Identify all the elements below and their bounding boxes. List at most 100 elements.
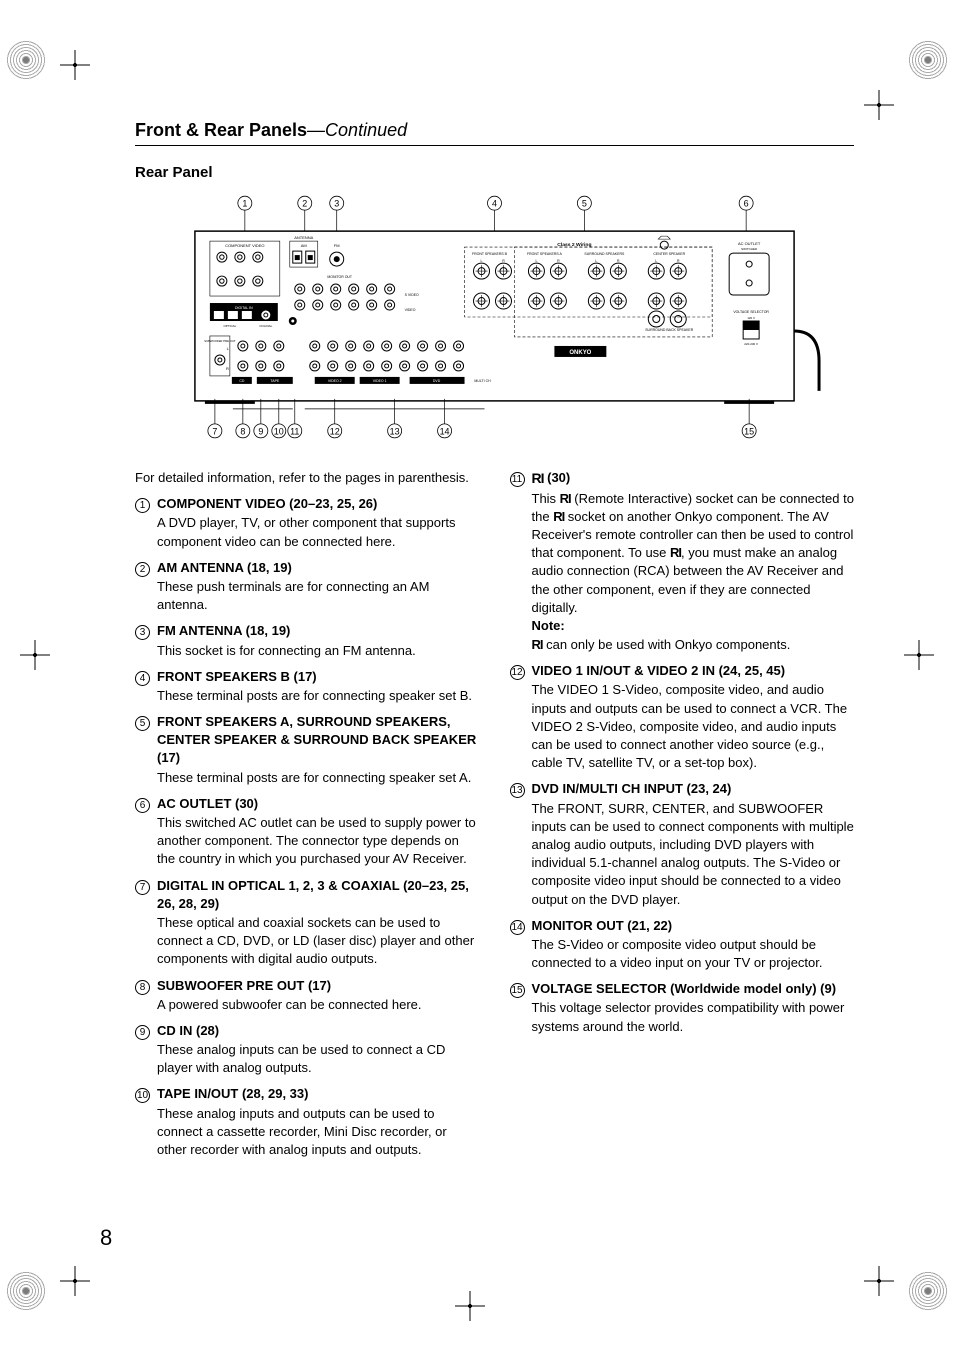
svg-text:2: 2 bbox=[302, 199, 307, 209]
svg-text:TAPE: TAPE bbox=[270, 379, 280, 383]
ri-icon: RI bbox=[532, 636, 543, 654]
ri-icon: RI bbox=[553, 508, 564, 526]
content-columns: For detailed information, refer to the p… bbox=[135, 469, 854, 1167]
item-heading: TAPE IN/OUT (28, 29, 33) bbox=[157, 1085, 480, 1103]
item-body: AM ANTENNA (18, 19)These push terminals … bbox=[157, 559, 480, 615]
panel-item: 11RI (30)This RI (Remote Interactive) so… bbox=[510, 469, 855, 654]
panel-item: 1COMPONENT VIDEO (20–23, 25, 26)A DVD pl… bbox=[135, 495, 480, 551]
panel-item: 13DVD IN/MULTI CH INPUT (23, 24) The FRON… bbox=[510, 780, 855, 908]
ri-icon: RI bbox=[670, 544, 681, 562]
panel-item: 15VOLTAGE SELECTOR (Worldwide model only… bbox=[510, 980, 855, 1036]
intro-text: For detailed information, refer to the p… bbox=[135, 469, 480, 487]
panel-item: 5FRONT SPEAKERS A, SURROUND SPEAKERS, CE… bbox=[135, 713, 480, 787]
item-description: A powered subwoofer can be connected her… bbox=[157, 996, 480, 1014]
item-number: 15 bbox=[510, 980, 532, 1036]
page-number: 8 bbox=[100, 1225, 112, 1251]
svg-text:FM: FM bbox=[334, 243, 340, 248]
svg-text:L: L bbox=[535, 259, 537, 263]
continued-text: —Continued bbox=[307, 120, 407, 140]
item-heading: SUBWOOFER PRE OUT (17) bbox=[157, 977, 480, 995]
item-heading: DVD IN/MULTI CH INPUT (23, 24) bbox=[532, 780, 855, 798]
panel-item: 4FRONT SPEAKERS B (17)These terminal pos… bbox=[135, 668, 480, 705]
svg-text:ONKYO: ONKYO bbox=[569, 350, 591, 356]
item-description: The VIDEO 1 S-Video, composite video, an… bbox=[532, 681, 855, 772]
svg-text:9: 9 bbox=[258, 426, 263, 436]
svg-text:8: 8 bbox=[240, 426, 245, 436]
item-body: MONITOR OUT (21, 22)The S-Video or compo… bbox=[532, 917, 855, 973]
item-heading: FRONT SPEAKERS B (17) bbox=[157, 668, 480, 686]
svg-text:COAXIAL: COAXIAL bbox=[259, 324, 272, 328]
subtitle: Rear Panel bbox=[135, 164, 854, 181]
svg-text:DIGITAL IN: DIGITAL IN bbox=[235, 306, 253, 310]
item-description: The S-Video or composite video output sh… bbox=[532, 936, 855, 972]
item-heading: FM ANTENNA (18, 19) bbox=[157, 622, 480, 640]
item-body: FRONT SPEAKERS B (17)These terminal post… bbox=[157, 668, 480, 705]
svg-text:3: 3 bbox=[334, 199, 339, 209]
svg-text:ANTENNA: ANTENNA bbox=[294, 235, 313, 240]
item-body: DIGITAL IN OPTICAL 1, 2, 3 & COAXIAL (20… bbox=[157, 877, 480, 969]
item-description: A DVD player, TV, or other component tha… bbox=[157, 514, 480, 550]
svg-text:L: L bbox=[595, 259, 597, 263]
svg-text:15: 15 bbox=[744, 426, 754, 436]
svg-text:5: 5 bbox=[582, 199, 587, 209]
svg-text:COMPONENT VIDEO: COMPONENT VIDEO bbox=[225, 243, 264, 248]
panel-item: 10TAPE IN/OUT (28, 29, 33) These analog i… bbox=[135, 1085, 480, 1159]
item-body: FRONT SPEAKERS A, SURROUND SPEAKERS, CEN… bbox=[157, 713, 480, 787]
svg-text:VIDEO 1: VIDEO 1 bbox=[373, 379, 387, 383]
item-body: RI (30)This RI (Remote Interactive) sock… bbox=[532, 469, 855, 654]
svg-text:R: R bbox=[226, 366, 229, 371]
ri-icon: RI bbox=[560, 490, 571, 508]
panel-item: 8SUBWOOFER PRE OUT (17)A powered subwoof… bbox=[135, 977, 480, 1014]
item-heading: VIDEO 1 IN/OUT & VIDEO 2 IN (24, 25, 45) bbox=[532, 662, 855, 680]
item-number: 10 bbox=[135, 1085, 157, 1159]
svg-text:MULTI CH: MULTI CH bbox=[474, 379, 491, 383]
svg-text:FRONT SPEAKERS B: FRONT SPEAKERS B bbox=[472, 252, 508, 256]
svg-text:220-230 V: 220-230 V bbox=[744, 342, 758, 346]
rear-panel-diagram: 123456 COMPONENT VIDEO bbox=[135, 191, 854, 451]
item-body: FM ANTENNA (18, 19)This socket is for co… bbox=[157, 622, 480, 659]
item-body: COMPONENT VIDEO (20–23, 25, 26)A DVD pla… bbox=[157, 495, 480, 551]
svg-text:OPTICAL: OPTICAL bbox=[223, 324, 236, 328]
item-body: SUBWOOFER PRE OUT (17)A powered subwoofe… bbox=[157, 977, 480, 1014]
panel-item: 12VIDEO 1 IN/OUT & VIDEO 2 IN (24, 25, 4… bbox=[510, 662, 855, 772]
svg-text:12: 12 bbox=[330, 426, 340, 436]
item-description: The FRONT, SURR, CENTER, and SUBWOOFER i… bbox=[532, 800, 855, 909]
panel-item: 9CD IN (28)These analog inputs can be us… bbox=[135, 1022, 480, 1078]
item-number: 4 bbox=[135, 668, 157, 705]
item-heading: DIGITAL IN OPTICAL 1, 2, 3 & COAXIAL (20… bbox=[157, 877, 480, 913]
svg-text:14: 14 bbox=[440, 426, 450, 436]
svg-text:SUBWOOFER PRE OUT: SUBWOOFER PRE OUT bbox=[204, 339, 236, 343]
svg-text:13: 13 bbox=[390, 426, 400, 436]
panel-item: 7DIGITAL IN OPTICAL 1, 2, 3 & COAXIAL (2… bbox=[135, 877, 480, 969]
svg-text:DVD: DVD bbox=[433, 379, 441, 383]
item-description: This voltage selector provides compatibi… bbox=[532, 999, 855, 1035]
svg-text:120 V: 120 V bbox=[747, 316, 755, 320]
item-description: This switched AC outlet can be used to s… bbox=[157, 814, 480, 869]
item-description: This RI (Remote Interactive) socket can … bbox=[532, 490, 855, 617]
svg-text:CD: CD bbox=[239, 379, 245, 383]
item-number: 6 bbox=[135, 795, 157, 869]
item-heading: COMPONENT VIDEO (20–23, 25, 26) bbox=[157, 495, 480, 513]
right-column: 11RI (30)This RI (Remote Interactive) so… bbox=[510, 469, 855, 1167]
svg-text:SWITCHED: SWITCHED bbox=[741, 247, 758, 251]
svg-text:SURROUND SPEAKERS: SURROUND SPEAKERS bbox=[584, 252, 625, 256]
item-number: 9 bbox=[135, 1022, 157, 1078]
item-number: 2 bbox=[135, 559, 157, 615]
left-column: For detailed information, refer to the p… bbox=[135, 469, 480, 1167]
item-number: 7 bbox=[135, 877, 157, 969]
item-description: These push terminals are for connecting … bbox=[157, 578, 480, 614]
svg-text:11: 11 bbox=[290, 426, 299, 436]
svg-text:1: 1 bbox=[242, 199, 247, 209]
item-description: These analog inputs and outputs can be u… bbox=[157, 1105, 480, 1160]
panel-item: 3FM ANTENNA (18, 19)This socket is for c… bbox=[135, 622, 480, 659]
item-body: TAPE IN/OUT (28, 29, 33) These analog inp… bbox=[157, 1085, 480, 1159]
item-heading: FRONT SPEAKERS A, SURROUND SPEAKERS, CEN… bbox=[157, 713, 480, 768]
svg-text:10: 10 bbox=[274, 426, 284, 436]
svg-text:CENTER SPEAKER: CENTER SPEAKER bbox=[653, 252, 685, 256]
item-number: 13 bbox=[510, 780, 532, 908]
item-heading: CD IN (28) bbox=[157, 1022, 480, 1040]
svg-text:FRONT SPEAKERS A: FRONT SPEAKERS A bbox=[527, 252, 562, 256]
item-description: These analog inputs can be used to conne… bbox=[157, 1041, 480, 1077]
item-heading: VOLTAGE SELECTOR (Worldwide model only) … bbox=[532, 980, 855, 998]
item-body: VIDEO 1 IN/OUT & VIDEO 2 IN (24, 25, 45)… bbox=[532, 662, 855, 772]
